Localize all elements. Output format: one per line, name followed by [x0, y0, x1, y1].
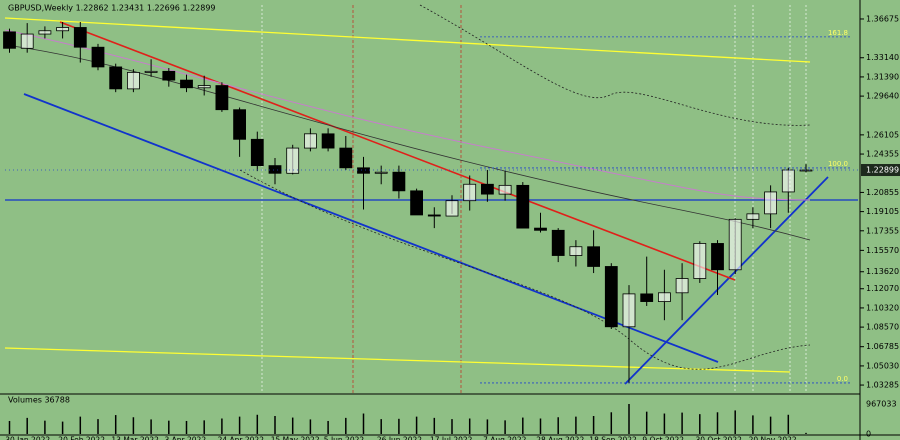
y-tick-label: 1.10320: [866, 303, 899, 312]
candle-body: [498, 184, 512, 195]
fib-label: 161.8: [828, 29, 848, 37]
x-tick-label: 24 Apr 2022: [218, 436, 265, 440]
x-tick-label: 28 Aug 2022: [536, 436, 584, 440]
candle-body: [480, 183, 494, 195]
yellow-channel-top: [4, 17, 811, 63]
volume-tick-label: 0: [866, 430, 871, 439]
blue-trend-up: [624, 176, 829, 385]
candle-body: [127, 72, 140, 90]
y-tick-label: 1.33140: [866, 53, 899, 62]
y-tick-label: 1.36675: [866, 14, 899, 23]
candle-body: [215, 85, 229, 111]
y-tick-label: 1.31390: [866, 72, 899, 81]
candle-body: [233, 109, 247, 140]
trend-lines: [4, 4, 858, 385]
candle-body: [781, 169, 795, 193]
candle-body: [534, 227, 547, 231]
candle-body: [569, 246, 583, 256]
y-tick-label: 1.03285: [866, 381, 899, 390]
candle-body: [427, 214, 441, 217]
x-tick-label: 26 Jun 2022: [377, 436, 422, 440]
blue-trend-down: [23, 93, 719, 363]
separators: [261, 5, 807, 393]
candle-body: [374, 171, 388, 174]
x-tick-label: 20 Feb 2022: [58, 436, 105, 440]
candle-body: [410, 190, 424, 216]
x-tick-label: 7 Aug 2022: [483, 436, 526, 440]
candle-body: [339, 147, 353, 169]
candle-body: [675, 278, 689, 294]
envelope: [419, 4, 811, 126]
candle-body: [640, 293, 654, 302]
current-price-label: 1.22899: [866, 166, 899, 175]
candle-body: [20, 33, 34, 49]
x-tick-label: 30 Oct 2022: [696, 436, 743, 440]
candle-body: [268, 165, 282, 174]
volume-label: Volumes 36788: [8, 396, 70, 405]
fib-label: 0.0: [837, 375, 848, 383]
candle-body: [764, 191, 777, 215]
candle-body: [38, 30, 52, 35]
y-tick-label: 1.05030: [866, 361, 899, 370]
candle-body: [56, 27, 69, 32]
candle-body: [622, 293, 636, 328]
y-tick-label: 1.06785: [866, 342, 899, 351]
fib-label: 100.0: [828, 160, 848, 168]
candle-body: [162, 70, 176, 81]
candle-body: [144, 70, 158, 73]
candle-body: [303, 133, 317, 149]
x-tick-label: 30 Jan 2022: [5, 436, 50, 440]
candle-body: [711, 243, 724, 271]
x-tick-label: 20 Nov 2022: [749, 436, 797, 440]
candle-body: [197, 85, 211, 89]
y-tick-label: 1.13620: [866, 267, 899, 276]
candle-body: [109, 66, 123, 90]
candle-body: [658, 292, 671, 302]
y-tick-label: 1.26105: [866, 130, 899, 139]
candle-body: [321, 133, 335, 149]
candle-body: [392, 171, 406, 192]
candle-body: [746, 213, 760, 220]
y-tick-label: 1.15570: [866, 246, 899, 255]
y-tick-label: 1.19105: [866, 207, 899, 216]
candle-body: [91, 46, 105, 68]
y-tick-label: 1.08570: [866, 323, 899, 332]
x-tick-label: 5 Jun 2022: [324, 436, 365, 440]
x-tick-label: 15 May 2022: [271, 436, 320, 440]
candle-body: [693, 243, 707, 279]
x-tick-label: 18 Sep 2022: [589, 436, 637, 440]
current-price-box: [861, 164, 900, 177]
candle-body: [357, 167, 370, 174]
candle-body: [180, 79, 193, 89]
red-trend: [59, 21, 736, 281]
candle-body: [587, 246, 600, 267]
candle-body: [516, 184, 530, 229]
candle-body: [463, 183, 477, 202]
x-tick-label: 3 Apr 2022: [165, 436, 207, 440]
candle-body: [3, 31, 16, 49]
candle-body: [445, 200, 459, 217]
envelope: [239, 169, 811, 370]
x-tick-label: 9 Oct 2022: [642, 436, 684, 440]
x-tick-label: 13 Mar 2022: [111, 436, 159, 440]
candle-body: [551, 229, 565, 256]
candle-body: [250, 138, 264, 167]
y-tick-label: 1.17355: [866, 226, 899, 235]
x-tick-label: 17 Jul 2022: [430, 436, 473, 440]
y-tick-label: 1.24355: [866, 150, 899, 159]
volume-tick-label: 967033: [866, 400, 897, 409]
candle-body: [73, 27, 87, 48]
y-tick-label: 1.20855: [866, 188, 899, 197]
yellow-channel-bottom: [4, 347, 791, 373]
candle-body: [286, 147, 300, 174]
moving-average: [4, 29, 811, 201]
chart-title: GBPUSD,Weekly 1.22862 1.23431 1.22696 1.…: [8, 4, 216, 13]
candle-body: [728, 218, 742, 271]
y-tick-label: 1.12070: [866, 284, 899, 293]
y-tick-label: 1.29640: [866, 92, 899, 101]
candle-body: [604, 266, 618, 328]
